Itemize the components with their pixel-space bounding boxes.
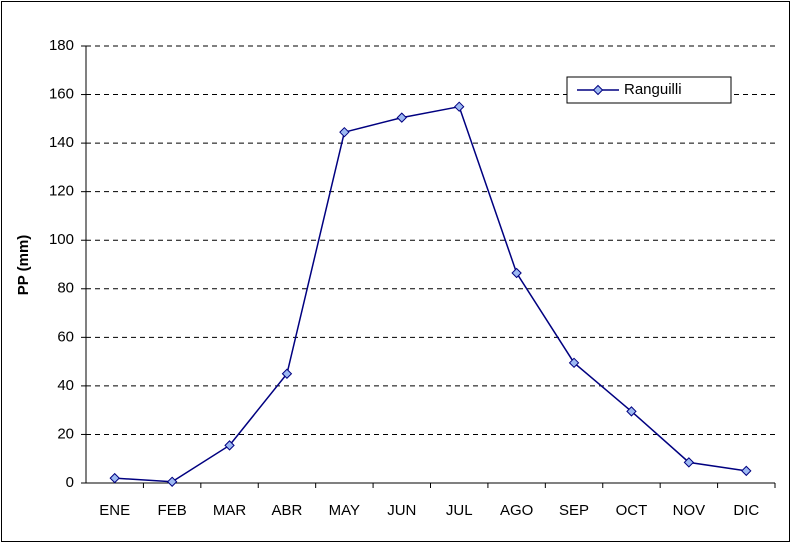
x-tick-label: SEP [559, 502, 589, 519]
y-tick-label: 0 [66, 474, 74, 491]
point-marker [109, 472, 120, 484]
x-tick-label: MAY [329, 502, 360, 519]
y-tick-label: 60 [57, 328, 74, 345]
point-marker [281, 368, 293, 379]
x-tick-label: NOV [673, 502, 706, 519]
point-marker [741, 465, 752, 477]
y-tick-label: 120 [49, 183, 74, 200]
x-tick-label: FEB [158, 502, 187, 519]
x-tick-label: DIC [733, 502, 759, 519]
x-tick-label: OCT [616, 502, 648, 519]
y-tick-label: 80 [57, 280, 74, 297]
point-marker [511, 267, 522, 279]
y-tick-label: 100 [49, 231, 74, 248]
x-tick-label: ENE [99, 502, 130, 519]
y-tick-label: 20 [57, 425, 74, 442]
y-tick-label: 180 [49, 37, 74, 54]
point-marker [224, 440, 235, 451]
point-marker [454, 101, 465, 112]
y-tick-label: 140 [49, 134, 74, 151]
legend-marker [592, 84, 604, 96]
point-marker [626, 406, 637, 417]
y-tick-label: 40 [57, 377, 74, 394]
point-marker [568, 357, 580, 369]
legend-label: Ranguilli [624, 81, 682, 98]
point-marker [396, 112, 407, 123]
x-tick-label: ABR [272, 502, 303, 519]
x-tick-label: AGO [500, 502, 533, 519]
y-tick-label: 160 [49, 86, 74, 103]
point-marker [166, 476, 178, 487]
point-marker [683, 457, 695, 468]
x-tick-label: MAR [213, 502, 247, 519]
y-axis-label: PP (mm) [15, 235, 32, 296]
x-tick-label: JUN [387, 502, 416, 519]
x-tick-label: JUL [446, 502, 473, 519]
point-marker [339, 126, 350, 138]
series-line [114, 105, 747, 483]
